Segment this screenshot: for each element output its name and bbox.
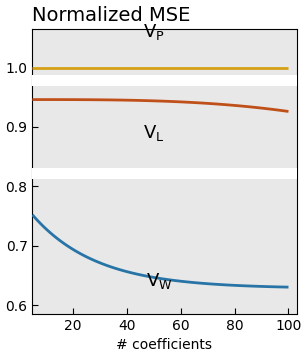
Text: Normalized MSE: Normalized MSE (32, 6, 191, 25)
Text: $\mathrm{V_L}$: $\mathrm{V_L}$ (143, 124, 164, 143)
Text: $\mathrm{V_P}$: $\mathrm{V_P}$ (143, 22, 164, 42)
Text: $\mathrm{V_W}$: $\mathrm{V_W}$ (146, 271, 172, 291)
X-axis label: # coefficients: # coefficients (116, 338, 213, 352)
